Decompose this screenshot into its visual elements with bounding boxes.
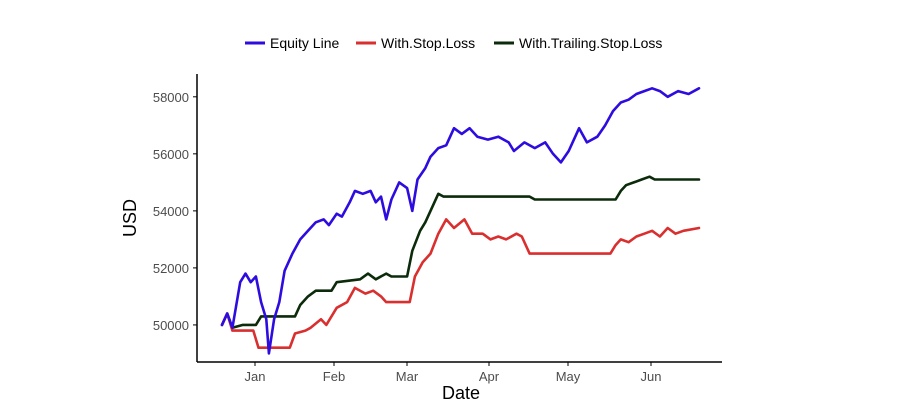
x-tick-label: Apr xyxy=(479,369,500,384)
x-axis-title: Date xyxy=(442,383,480,403)
y-tick-label: 54000 xyxy=(153,204,189,219)
y-tick-label: 56000 xyxy=(153,147,189,162)
legend-item-with-trailing-stop-loss: With.Trailing.Stop.Loss xyxy=(494,35,662,51)
series-line-with-stop-loss xyxy=(220,218,701,349)
x-tick-label: Jan xyxy=(245,369,266,384)
series-line-with-trailing-stop-loss xyxy=(220,175,701,330)
x-axis-ticks: Jan Feb Mar Apr May Jun xyxy=(245,362,662,384)
x-tick-label: May xyxy=(556,369,581,384)
legend-item-equity-line: Equity Line xyxy=(245,35,339,51)
x-tick-label: Mar xyxy=(396,369,419,384)
legend-label-with-trailing-stop-loss: With.Trailing.Stop.Loss xyxy=(519,35,662,51)
y-axis-ticks: 50000 52000 54000 56000 58000 xyxy=(153,90,197,333)
y-tick-label: 50000 xyxy=(153,318,189,333)
y-tick-label: 58000 xyxy=(153,90,189,105)
legend-item-with-stop-loss: With.Stop.Loss xyxy=(356,35,475,51)
series-layer xyxy=(220,87,701,355)
legend-label-equity-line: Equity Line xyxy=(270,35,339,51)
series-line-equity-line xyxy=(220,87,701,355)
legend: Equity Line With.Stop.Loss With.Trailing… xyxy=(245,35,662,51)
x-tick-label: Feb xyxy=(323,369,345,384)
y-tick-label: 52000 xyxy=(153,261,189,276)
y-axis-title: USD xyxy=(120,199,140,237)
x-tick-label: Jun xyxy=(641,369,662,384)
legend-label-with-stop-loss: With.Stop.Loss xyxy=(381,35,475,51)
